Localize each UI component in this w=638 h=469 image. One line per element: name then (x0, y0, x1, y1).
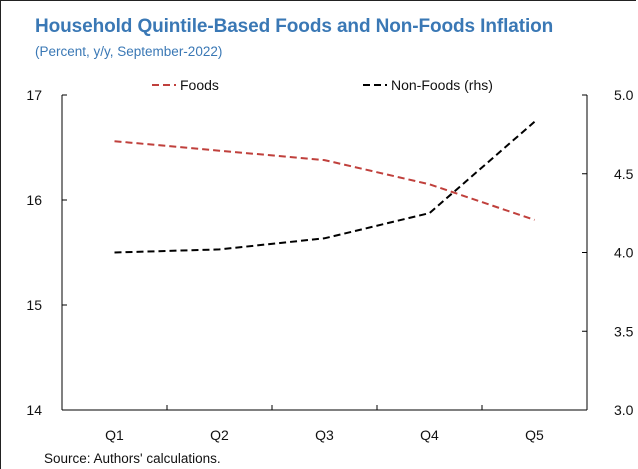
series-lines (114, 121, 536, 254)
tick-labels: 14 15 16 17 3.0 3.5 4.0 4.5 5.0 Q1 Q2 Q3 Q4 Q5 (26, 87, 633, 443)
source-note: Source: Authors' calculations. (44, 451, 221, 466)
x-tick-label: Q2 (210, 427, 229, 443)
left-tick-label: 16 (26, 192, 42, 208)
x-tick-label: Q3 (315, 427, 334, 443)
series-line-non-foods (114, 121, 536, 254)
right-tick-label: 5.0 (614, 87, 634, 103)
left-tick-label: 14 (26, 402, 42, 418)
chart-title: Household Quintile-Based Foods and Non-F… (35, 16, 554, 37)
series-line-foods (114, 140, 535, 221)
x-tick-label: Q5 (525, 427, 544, 443)
chart-subtitle: (Percent, y/y, September-2022) (35, 44, 223, 59)
legend-label: Foods (180, 77, 219, 93)
x-tick-label: Q1 (105, 427, 124, 443)
right-tick-label: 3.0 (614, 402, 634, 418)
right-tick-label: 3.5 (614, 323, 634, 339)
x-tick-label: Q4 (420, 427, 439, 443)
left-tick-label: 15 (26, 297, 42, 313)
right-tick-label: 4.5 (614, 166, 634, 182)
chart-axes (61, 94, 588, 411)
legend-label: Non-Foods (rhs) (391, 77, 493, 93)
right-tick-label: 4.0 (614, 245, 634, 261)
left-tick-label: 17 (26, 87, 42, 103)
chart-legend: Foods Non-Foods (rhs) (152, 77, 493, 93)
